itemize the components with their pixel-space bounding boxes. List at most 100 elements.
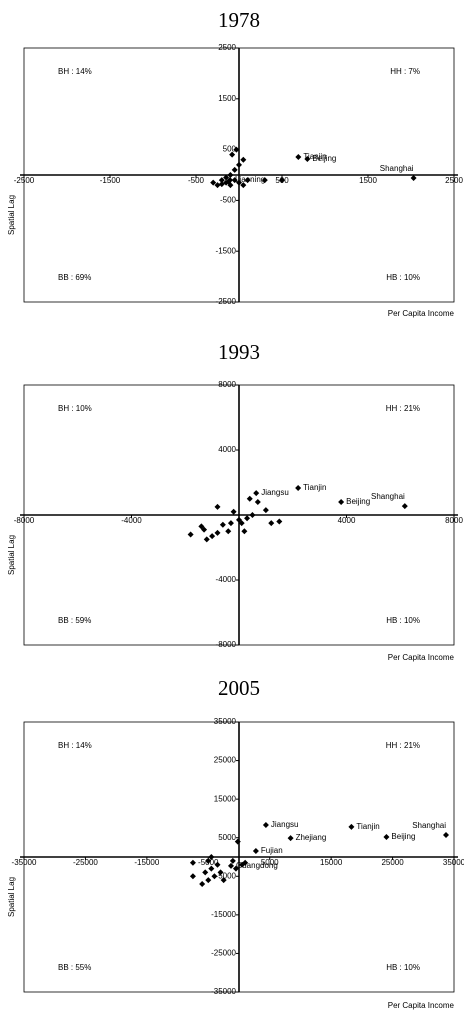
point [268,520,275,527]
quadrant-label: HH : 21% [386,741,420,750]
point [287,835,294,842]
point-label: Fujian [261,846,283,855]
y-tick-label: 2500 [218,43,236,52]
quadrant-label: BH : 14% [58,67,92,76]
point [231,166,238,173]
point [205,857,212,864]
x-tick-label: -8000 [14,516,35,525]
y-tick-label: -15000 [211,910,236,919]
point [203,536,210,543]
chart-title: 1993 [218,340,260,364]
x-tick-label: 5000 [261,858,279,867]
point [210,179,217,186]
point [225,528,232,535]
point [236,161,242,168]
y-tick-label: -35000 [211,987,236,996]
point [220,877,227,884]
y-tick-label: -500 [220,196,237,205]
x-axis-label: Per Capita Income [388,653,455,662]
x-axis-label: Per Capita Income [388,309,455,318]
point [262,821,269,828]
point [246,495,253,502]
point [228,862,235,869]
point [241,528,248,535]
point-label: Beijing [346,497,370,506]
quadrant-label: BB : 55% [58,963,91,972]
point [348,823,355,830]
x-tick-label: 1500 [359,176,377,185]
point [214,861,221,868]
chart-title: 1978 [218,8,260,32]
point-label: Zhejiang [296,833,327,842]
point-label: Guangdong [236,861,278,870]
quadrant-label: BH : 10% [58,404,92,413]
y-tick-label: 8000 [218,380,236,389]
y-tick-label: 15000 [214,794,237,803]
point [276,518,283,525]
point [249,512,256,518]
point [236,179,242,186]
point [223,174,230,181]
point [295,154,302,161]
point [189,859,196,866]
point [187,531,194,538]
y-tick-label: 35000 [214,717,237,726]
point [214,182,221,189]
point [208,854,215,860]
y-tick-label: -25000 [211,949,236,958]
point [383,833,390,840]
point [234,838,241,845]
x-tick-label: -15000 [134,858,159,867]
point [254,499,261,505]
point [443,832,450,839]
y-tick-label: -2500 [216,297,237,306]
point [262,507,269,514]
chart-title: 2005 [218,676,260,700]
point [229,151,236,158]
x-tick-label: -1500 [100,176,121,185]
point [202,869,209,876]
point [227,520,234,527]
point [217,869,224,876]
y-tick-label: 5000 [218,833,236,842]
y-axis-label: Spatial Lag [7,535,16,575]
y-axis-label: Spatial Lag [7,195,16,235]
point-label: Shanghai [412,821,446,830]
point [219,521,226,528]
point-label: Beijing [312,154,336,163]
point-label: Beijing [391,832,415,841]
point [261,177,268,184]
point [230,508,237,515]
y-tick-label: 4000 [218,445,236,454]
y-axis-label: Spatial Lag [7,877,16,917]
point [252,848,259,855]
point-label: Shanghai [380,164,414,173]
x-tick-label: 25000 [381,858,404,867]
quadrant-label: HB : 10% [386,616,420,625]
x-tick-label: -500 [188,176,205,185]
point [211,873,218,880]
y-tick-label: 500 [223,145,237,154]
x-tick-label: -35000 [12,858,37,867]
quadrant-label: HB : 10% [386,273,420,282]
x-tick-label: -2500 [14,176,35,185]
point [401,503,408,510]
x-tick-label: 4000 [338,516,356,525]
quadrant-label: HB : 10% [386,963,420,972]
point [295,485,302,492]
point [199,881,206,887]
point [209,533,216,540]
point [244,515,251,522]
x-tick-label: -25000 [73,858,98,867]
point [240,182,247,189]
x-tick-label: 8000 [445,516,463,525]
quadrant-label: BB : 59% [58,616,91,625]
y-tick-label: 25000 [214,756,237,765]
point-label: Jiangsu [261,488,289,497]
point [231,177,238,184]
y-tick-label: 1500 [218,94,236,103]
x-tick-label: -4000 [121,516,142,525]
point [244,177,251,184]
